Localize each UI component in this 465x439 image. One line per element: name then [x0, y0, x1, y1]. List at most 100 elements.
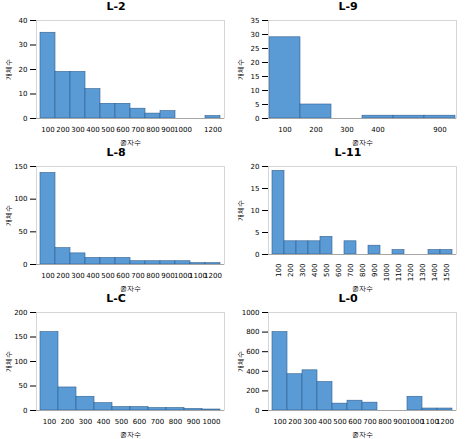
svg-text:200: 200 — [56, 126, 69, 134]
svg-text:100: 100 — [275, 264, 283, 277]
svg-text:500: 500 — [115, 418, 128, 426]
svg-text:35: 35 — [251, 17, 260, 25]
svg-text:1200: 1200 — [407, 264, 415, 282]
svg-text:개체수: 개체수 — [5, 59, 13, 80]
svg-text:600: 600 — [133, 418, 146, 426]
svg-text:1400: 1400 — [431, 264, 439, 282]
svg-text:400: 400 — [311, 264, 319, 277]
svg-text:0: 0 — [255, 115, 259, 123]
svg-text:0: 0 — [23, 261, 27, 269]
svg-text:400: 400 — [318, 418, 331, 426]
svg-text:200: 200 — [288, 418, 301, 426]
svg-text:400: 400 — [371, 126, 384, 134]
svg-text:5: 5 — [255, 229, 259, 237]
svg-text:15: 15 — [251, 185, 260, 193]
svg-text:10: 10 — [251, 87, 260, 95]
svg-text:700: 700 — [363, 418, 376, 426]
svg-text:20: 20 — [251, 59, 260, 67]
svg-text:1000: 1000 — [383, 264, 391, 282]
svg-text:종자수: 종자수 — [352, 139, 373, 147]
svg-text:900: 900 — [161, 272, 174, 280]
svg-text:300: 300 — [299, 264, 307, 277]
svg-text:개체수: 개체수 — [237, 351, 245, 372]
svg-text:30: 30 — [251, 31, 260, 39]
svg-text:개체수: 개체수 — [237, 59, 245, 80]
svg-text:900: 900 — [393, 418, 406, 426]
svg-text:900: 900 — [161, 126, 174, 134]
svg-text:100: 100 — [14, 195, 27, 203]
svg-text:150: 150 — [14, 163, 27, 171]
svg-text:700: 700 — [131, 126, 144, 134]
svg-text:종자수: 종자수 — [120, 139, 141, 147]
svg-text:20: 20 — [251, 163, 260, 171]
svg-text:0: 0 — [255, 251, 259, 259]
svg-text:10: 10 — [19, 90, 28, 98]
svg-text:900: 900 — [433, 126, 446, 134]
svg-text:15: 15 — [251, 73, 260, 81]
svg-text:200: 200 — [309, 126, 322, 134]
svg-text:600: 600 — [246, 348, 259, 356]
svg-text:800: 800 — [246, 328, 259, 336]
svg-text:0: 0 — [255, 407, 259, 415]
svg-text:개체수: 개체수 — [5, 205, 13, 226]
svg-text:1200: 1200 — [204, 272, 222, 280]
svg-text:800: 800 — [146, 126, 159, 134]
svg-text:100: 100 — [278, 126, 291, 134]
svg-text:700: 700 — [151, 418, 164, 426]
svg-text:1200: 1200 — [204, 126, 222, 134]
svg-text:종자수: 종자수 — [120, 431, 141, 439]
svg-text:10: 10 — [251, 207, 260, 215]
svg-text:1000: 1000 — [242, 309, 260, 317]
svg-text:900: 900 — [187, 418, 200, 426]
svg-text:500: 500 — [333, 418, 346, 426]
svg-text:400: 400 — [86, 126, 99, 134]
svg-text:700: 700 — [131, 272, 144, 280]
svg-text:800: 800 — [378, 418, 391, 426]
svg-text:400: 400 — [97, 418, 110, 426]
svg-text:200: 200 — [14, 309, 27, 317]
svg-text:500: 500 — [101, 272, 114, 280]
svg-text:600: 600 — [335, 264, 343, 277]
svg-text:종자수: 종자수 — [352, 285, 373, 293]
svg-text:종자수: 종자수 — [120, 285, 141, 293]
svg-text:200: 200 — [61, 418, 74, 426]
svg-text:400: 400 — [86, 272, 99, 280]
svg-text:300: 300 — [79, 418, 92, 426]
svg-text:종자수: 종자수 — [352, 431, 373, 439]
svg-text:800: 800 — [146, 272, 159, 280]
svg-text:1200: 1200 — [436, 418, 454, 426]
svg-text:30: 30 — [19, 41, 28, 49]
svg-text:300: 300 — [71, 126, 84, 134]
svg-text:1000: 1000 — [174, 126, 192, 134]
svg-text:0: 0 — [23, 407, 27, 415]
svg-text:개체수: 개체수 — [5, 351, 13, 372]
svg-text:500: 500 — [101, 126, 114, 134]
svg-text:300: 300 — [303, 418, 316, 426]
svg-text:700: 700 — [347, 264, 355, 277]
svg-text:5: 5 — [255, 101, 259, 109]
svg-text:600: 600 — [116, 126, 129, 134]
svg-text:200: 200 — [287, 264, 295, 277]
svg-text:50: 50 — [19, 382, 28, 390]
svg-text:25: 25 — [251, 45, 260, 53]
svg-text:100: 100 — [43, 418, 56, 426]
svg-text:50: 50 — [19, 228, 28, 236]
svg-text:150: 150 — [14, 333, 27, 341]
svg-text:800: 800 — [169, 418, 182, 426]
svg-text:400: 400 — [246, 368, 259, 376]
svg-text:1000: 1000 — [203, 418, 221, 426]
svg-text:600: 600 — [348, 418, 361, 426]
svg-text:개체수: 개체수 — [237, 200, 245, 221]
svg-text:200: 200 — [56, 272, 69, 280]
svg-text:600: 600 — [116, 272, 129, 280]
svg-text:1500: 1500 — [443, 264, 451, 282]
svg-text:1100: 1100 — [395, 264, 403, 282]
svg-text:300: 300 — [71, 272, 84, 280]
svg-text:0: 0 — [23, 115, 27, 123]
svg-text:300: 300 — [340, 126, 353, 134]
svg-text:40: 40 — [19, 17, 28, 25]
svg-text:500: 500 — [323, 264, 331, 277]
svg-text:20: 20 — [19, 66, 28, 74]
svg-text:800: 800 — [359, 264, 367, 277]
svg-text:100: 100 — [41, 126, 54, 134]
